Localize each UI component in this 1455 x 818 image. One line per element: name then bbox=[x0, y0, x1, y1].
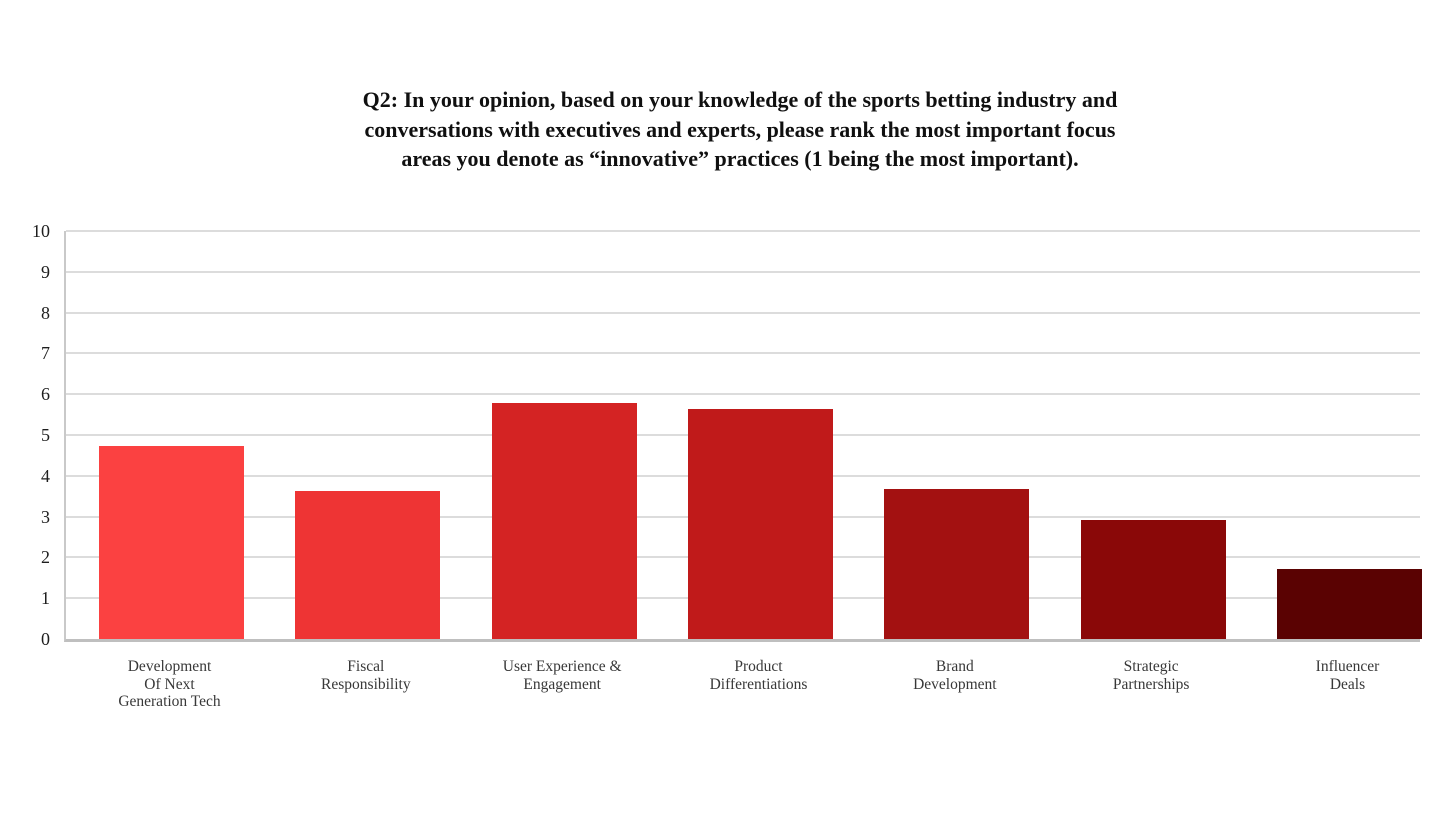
y-axis-tick-label: 10 bbox=[32, 221, 50, 241]
bar-development-of-next-generation-tech bbox=[99, 445, 244, 639]
y-axis-tick-label: 4 bbox=[41, 465, 50, 486]
x-axis-category-label: Development Of Next Generation Tech bbox=[118, 658, 221, 710]
y-axis-tick-label: 0 bbox=[41, 629, 50, 649]
x-axis-category-label: Influencer Deals bbox=[1315, 658, 1380, 693]
plot-area: 0 1 2 3 4 5 6 7 8 9 10 bbox=[32, 222, 1422, 648]
x-axis-category-label: Product Differentiations bbox=[709, 658, 808, 693]
x-axis-labels: Development Of Next Generation Tech Fisca… bbox=[64, 658, 1420, 728]
chart-title: Q2: In your opinion, based on your knowl… bbox=[362, 87, 1118, 171]
bar-brand-development bbox=[884, 489, 1030, 639]
bar-fiscal-responsibility bbox=[295, 491, 441, 639]
bar-product-differentiations bbox=[688, 408, 833, 639]
bar-influencer-deals bbox=[1277, 569, 1422, 639]
y-axis-tick-label: 9 bbox=[41, 261, 50, 282]
gridline bbox=[66, 352, 1420, 355]
x-axis-category-label: Brand Development bbox=[913, 658, 997, 693]
y-axis-tick-label: 6 bbox=[41, 384, 50, 405]
gridline bbox=[66, 270, 1420, 273]
y-axis-tick-label: 7 bbox=[41, 343, 50, 364]
y-axis-tick-label: 3 bbox=[41, 506, 50, 527]
y-axis-tick-label: 8 bbox=[41, 302, 50, 323]
y-axis-tick-label: 5 bbox=[41, 425, 50, 445]
y-axis-tick-label: 1 bbox=[41, 588, 50, 609]
x-axis-category-label: Strategic Partnerships bbox=[1112, 658, 1190, 693]
x-axis-category-label: User Experience & Engagement bbox=[502, 658, 622, 693]
x-axis-category-label: Fiscal Responsibility bbox=[321, 658, 411, 693]
bar-user-experience-engagement bbox=[491, 402, 637, 639]
bar-strategic-partnerships bbox=[1080, 519, 1226, 639]
y-axis-tick-label: 2 bbox=[41, 547, 50, 568]
gridline bbox=[66, 393, 1420, 396]
gridline bbox=[66, 230, 1420, 232]
gridline bbox=[66, 311, 1420, 314]
